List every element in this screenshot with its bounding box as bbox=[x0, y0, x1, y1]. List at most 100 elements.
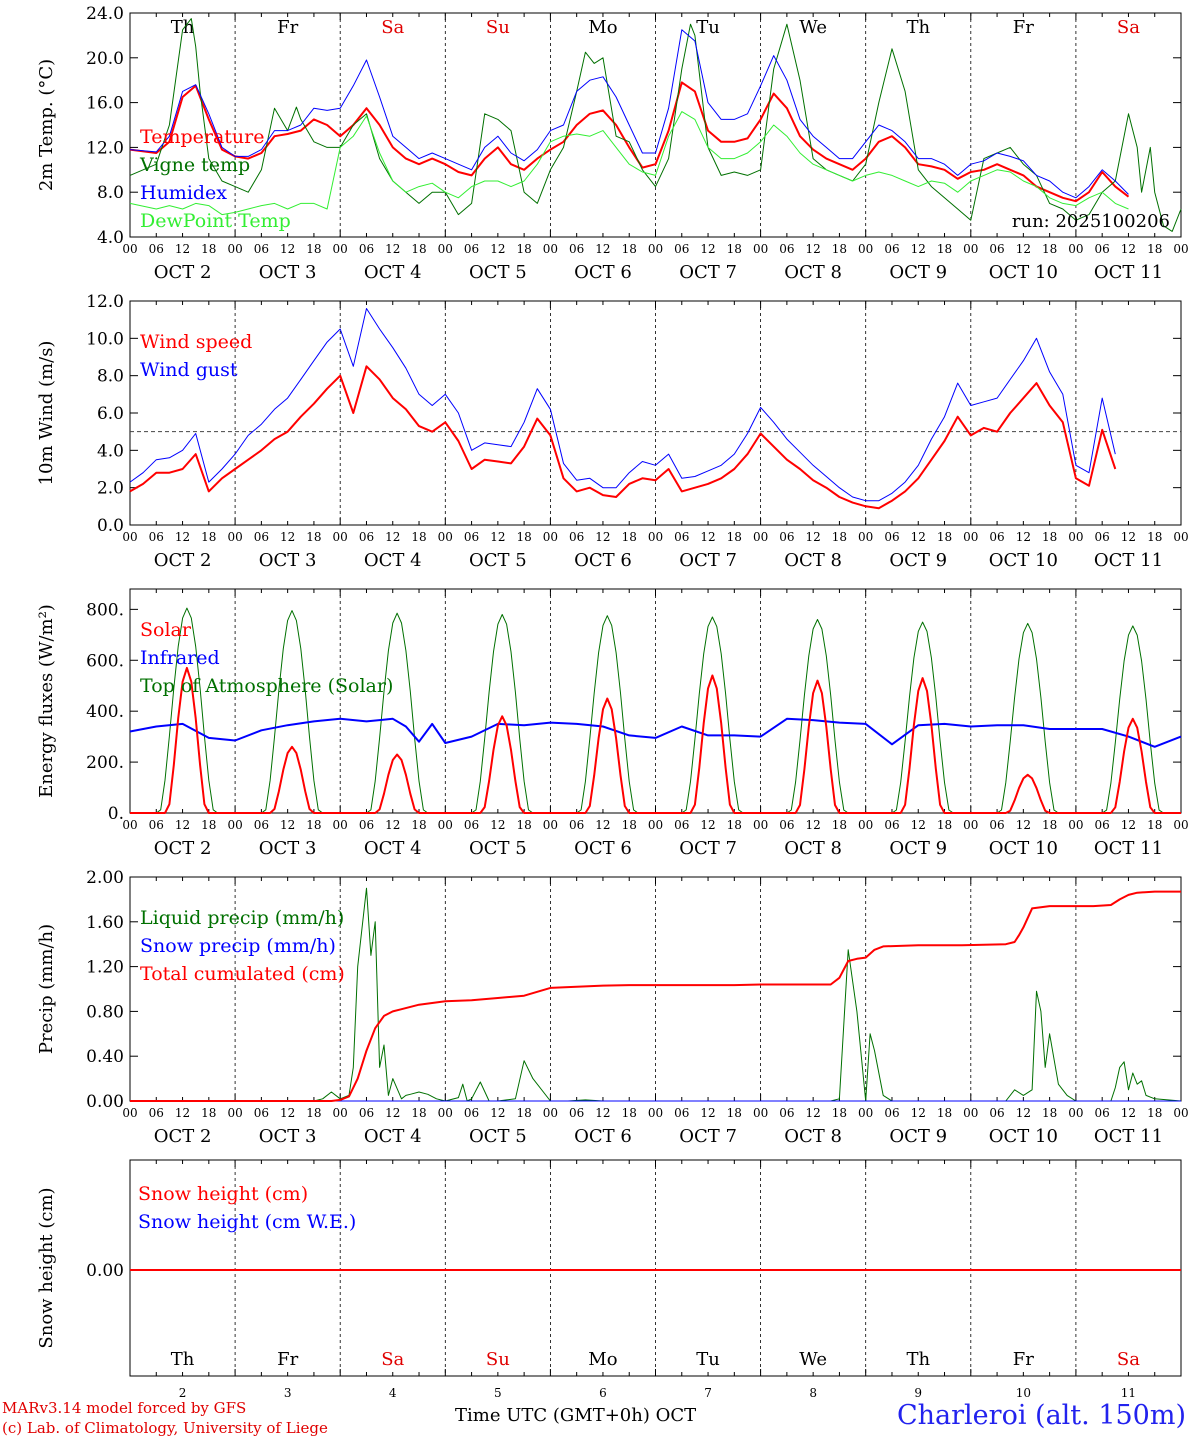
wind-date-label: OCT 10 bbox=[989, 550, 1058, 571]
temp-date-label: OCT 3 bbox=[259, 262, 317, 283]
temp-hour-tick-label: 12 bbox=[1016, 242, 1031, 256]
x-axis-title: Time UTC (GMT+0h) bbox=[455, 1405, 650, 1426]
temp-hour-tick-label: 12 bbox=[385, 242, 400, 256]
energy-hour-tick-label: 12 bbox=[1121, 818, 1136, 832]
energy-date-label: OCT 3 bbox=[259, 838, 317, 859]
energy-y-tick-label: 600. bbox=[86, 651, 124, 671]
precip-hour-tick-label: 18 bbox=[832, 1106, 847, 1120]
wind-date-label: OCT 7 bbox=[679, 550, 737, 571]
wind-hour-tick-label: 18 bbox=[832, 530, 847, 544]
snow-date-number: 5 bbox=[494, 1386, 502, 1400]
wind-hour-tick-label: 18 bbox=[622, 530, 637, 544]
wind-hour-tick-label: 12 bbox=[1121, 530, 1136, 544]
temp-y-tick-label: 24.0 bbox=[86, 4, 124, 24]
precip-date-label: OCT 3 bbox=[259, 1126, 317, 1147]
temp-hour-tick-label: 06 bbox=[884, 242, 899, 256]
energy-date-label: OCT 4 bbox=[364, 838, 422, 859]
temp-hour-tick-label: 18 bbox=[516, 242, 531, 256]
energy-hour-tick-label: 06 bbox=[884, 818, 899, 832]
energy-date-label: OCT 6 bbox=[574, 838, 632, 859]
precip-y-tick-label: 2.00 bbox=[86, 868, 124, 888]
energy-hour-tick-label: 06 bbox=[359, 818, 374, 832]
temp-hour-tick-label: 12 bbox=[806, 242, 821, 256]
snow-date-number: 6 bbox=[599, 1386, 607, 1400]
wind-hour-tick-label: 00 bbox=[543, 530, 558, 544]
wind-hour-tick-label: 00 bbox=[858, 530, 873, 544]
temp-hour-tick-label: 00 bbox=[1068, 242, 1083, 256]
wind-hour-tick-label: 18 bbox=[201, 530, 216, 544]
wind-date-label: OCT 6 bbox=[574, 550, 632, 571]
wind-hour-tick-label: 18 bbox=[516, 530, 531, 544]
precip-hour-tick-label: 18 bbox=[516, 1106, 531, 1120]
precip-y-tick-label: 0.80 bbox=[86, 1002, 124, 1022]
snow-date-number: 2 bbox=[179, 1386, 187, 1400]
temp-hour-tick-label: 06 bbox=[779, 242, 794, 256]
energy-hour-tick-label: 12 bbox=[280, 818, 295, 832]
precip-hour-tick-label: 00 bbox=[438, 1106, 453, 1120]
wind-hour-tick-label: 00 bbox=[963, 530, 978, 544]
wind-y-tick-label: 8.0 bbox=[97, 367, 124, 387]
snow-day-name: We bbox=[799, 1349, 827, 1370]
wind-hour-tick-label: 00 bbox=[648, 530, 663, 544]
precip-date-label: OCT 6 bbox=[574, 1126, 632, 1147]
precip-hour-tick-label: 18 bbox=[201, 1106, 216, 1120]
energy-y-axis-label: Energy fluxes (W/m²) bbox=[36, 604, 57, 798]
energy-hour-tick-label: 12 bbox=[1016, 818, 1031, 832]
temp-day-name: Sa bbox=[1117, 17, 1140, 38]
temp-hour-tick-label: 00 bbox=[648, 242, 663, 256]
temp-hour-tick-label: 12 bbox=[700, 242, 715, 256]
precip-y-tick-label: 0.40 bbox=[86, 1047, 124, 1067]
temp-date-label: OCT 7 bbox=[679, 262, 737, 283]
temp-hour-tick-label: 06 bbox=[1095, 242, 1110, 256]
precip-hour-tick-label: 06 bbox=[779, 1106, 794, 1120]
wind-y-tick-label: 6.0 bbox=[97, 404, 124, 424]
precip-hour-tick-label: 06 bbox=[569, 1106, 584, 1120]
energy-y-tick-label: 400. bbox=[86, 702, 124, 722]
temp-hour-tick-label: 12 bbox=[911, 242, 926, 256]
wind-date-label: OCT 11 bbox=[1094, 550, 1163, 571]
temp-hour-tick-label: 12 bbox=[280, 242, 295, 256]
wind-date-label: OCT 2 bbox=[154, 550, 212, 571]
temp-y-axis-label: 2m Temp. (°C) bbox=[36, 59, 57, 191]
energy-hour-tick-label: 18 bbox=[937, 818, 952, 832]
wind-y-tick-label: 0.0 bbox=[97, 516, 124, 536]
wind-hour-tick-label: 18 bbox=[306, 530, 321, 544]
precip-hour-tick-label: 00 bbox=[858, 1106, 873, 1120]
temp-hour-tick-label: 00 bbox=[438, 242, 453, 256]
precip-y-tick-label: 1.60 bbox=[86, 913, 124, 933]
snow-date-number: 10 bbox=[1016, 1386, 1031, 1400]
precip-hour-tick-label: 12 bbox=[385, 1106, 400, 1120]
model-credit: MARv3.14 model forced by GFS bbox=[2, 1399, 247, 1417]
wind-hour-tick-label: 00 bbox=[753, 530, 768, 544]
snow-day-name: Su bbox=[486, 1349, 510, 1370]
wind-hour-tick-label: 12 bbox=[385, 530, 400, 544]
temp-date-label: OCT 4 bbox=[364, 262, 422, 283]
wind-hour-tick-label: 06 bbox=[359, 530, 374, 544]
snow-date-number: 9 bbox=[914, 1386, 922, 1400]
snow-date-number: 3 bbox=[284, 1386, 292, 1400]
wind-date-label: OCT 8 bbox=[784, 550, 842, 571]
energy-date-label: OCT 9 bbox=[889, 838, 947, 859]
wind-hour-tick-label: 00 bbox=[1068, 530, 1083, 544]
temp-date-label: OCT 11 bbox=[1094, 262, 1163, 283]
precip-hour-tick-label: 00 bbox=[333, 1106, 348, 1120]
precip-hour-tick-label: 06 bbox=[884, 1106, 899, 1120]
energy-hour-tick-label: 00 bbox=[333, 818, 348, 832]
temp-hour-tick-label: 00 bbox=[1173, 242, 1188, 256]
precip-hour-tick-label: 06 bbox=[254, 1106, 269, 1120]
temp-hour-tick-label: 18 bbox=[201, 242, 216, 256]
snow-date-number: 8 bbox=[809, 1386, 817, 1400]
wind-y-tick-label: 4.0 bbox=[97, 441, 124, 461]
temp-hour-tick-label: 06 bbox=[359, 242, 374, 256]
precip-date-label: OCT 7 bbox=[679, 1126, 737, 1147]
temp-date-label: OCT 9 bbox=[889, 262, 947, 283]
precip-hour-tick-label: 00 bbox=[963, 1106, 978, 1120]
temp-hour-tick-label: 06 bbox=[674, 242, 689, 256]
temp-frame bbox=[129, 12, 1182, 238]
station-name: Charleroi (alt. 150m) bbox=[897, 1400, 1186, 1431]
temp-hour-tick-label: 12 bbox=[1121, 242, 1136, 256]
wind-hour-tick-label: 06 bbox=[569, 530, 584, 544]
energy-series-infrared bbox=[129, 717, 1182, 748]
snow-date-number: 7 bbox=[704, 1386, 712, 1400]
